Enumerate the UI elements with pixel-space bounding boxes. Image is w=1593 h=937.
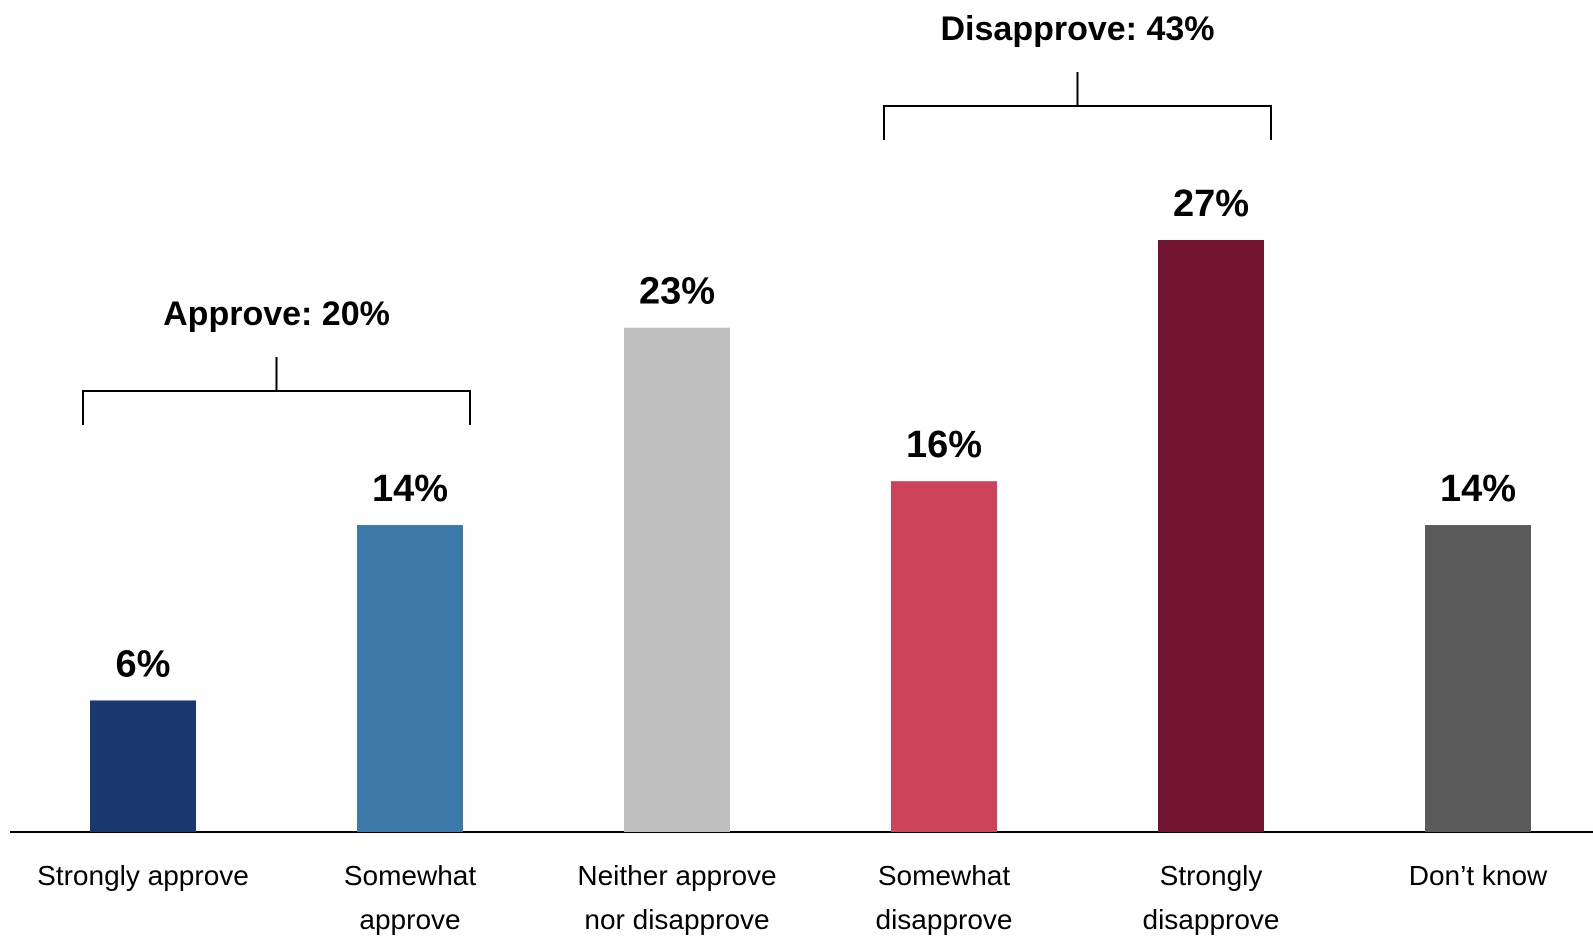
category-label-5: Don’t know (1409, 860, 1548, 891)
group-bracket-0 (82, 357, 471, 426)
category-label-1-line-0: Somewhat (344, 860, 477, 891)
category-label-0-line-0: Strongly approve (37, 860, 249, 891)
bar-5 (1425, 525, 1531, 832)
category-label-5-line-0: Don’t know (1409, 860, 1548, 891)
category-label-2-line-1: nor disapprove (584, 904, 769, 935)
group-label-1: Disapprove: 43% (941, 10, 1215, 48)
bar-1 (357, 525, 463, 832)
value-labels-layer: 6% 14% 23% 16% 27% 14% (116, 183, 1516, 685)
value-label-0: 6% (116, 643, 171, 685)
category-label-1-line-1: approve (359, 904, 460, 935)
bar-2 (624, 327, 730, 832)
category-label-2: Neither approve nor disapprove (577, 860, 776, 935)
category-label-3-line-0: Somewhat (878, 860, 1011, 891)
category-label-4-line-0: Strongly (1160, 860, 1263, 891)
bar-0 (90, 700, 196, 832)
value-label-4: 27% (1173, 183, 1249, 225)
value-label-2: 23% (639, 271, 715, 313)
category-label-4: Strongly disapprove (1143, 860, 1280, 935)
category-label-3: Somewhat disapprove (876, 860, 1013, 935)
category-label-3-line-1: disapprove (876, 904, 1013, 935)
group-label-0: Approve: 20% (163, 295, 390, 333)
bar-3 (891, 481, 997, 832)
bars-layer (90, 240, 1531, 832)
bar-4 (1158, 240, 1264, 832)
category-label-1: Somewhat approve (344, 860, 477, 935)
group-brackets-layer: Approve: 20% Disapprove: 43% (82, 10, 1272, 426)
category-label-2-line-0: Neither approve (577, 860, 776, 891)
category-labels-layer: Strongly approve Somewhat approve Neither a… (37, 860, 1548, 935)
value-label-3: 16% (906, 424, 982, 466)
group-bracket-1 (883, 72, 1272, 140)
category-label-4-line-1: disapprove (1143, 904, 1280, 935)
category-label-0: Strongly approve (37, 860, 249, 891)
value-label-1: 14% (372, 468, 448, 510)
value-label-5: 14% (1440, 468, 1516, 510)
